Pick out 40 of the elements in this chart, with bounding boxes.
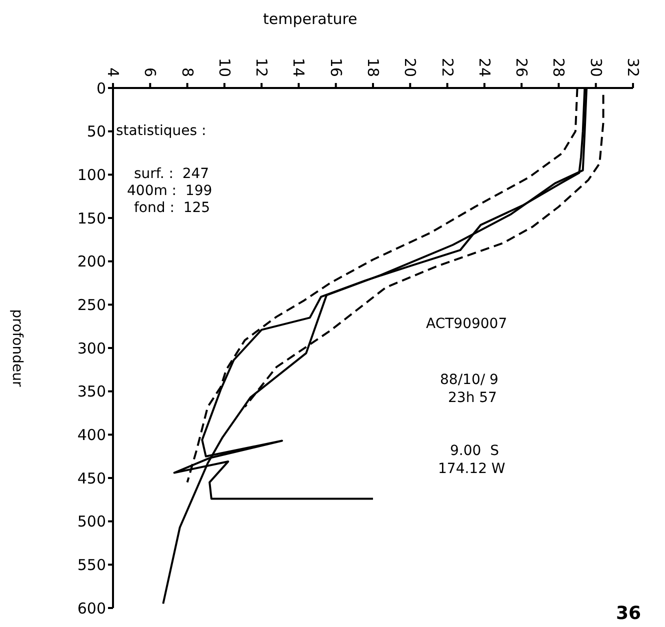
y-tick-label: 300: [77, 339, 106, 358]
y-axis-title: profondeur: [9, 309, 26, 387]
y-tick-label: 150: [77, 209, 106, 228]
y-tick-label: 450: [77, 469, 106, 488]
annotation: surf. : 247: [134, 166, 210, 182]
y-tick-label: 500: [77, 512, 106, 531]
x-tick-label: 26: [512, 58, 531, 77]
annotation: fond : 125: [134, 200, 210, 216]
x-tick-label: 8: [178, 67, 196, 77]
y-tick-label: 550: [77, 556, 106, 574]
x-tick-label: 14: [290, 58, 308, 77]
x-tick-label: 18: [364, 58, 382, 77]
y-tick-label: 200: [77, 252, 106, 271]
x-axis-title: temperature: [263, 10, 358, 28]
y-tick-label: 0: [96, 79, 106, 98]
annotation: statistiques :: [116, 123, 206, 139]
x-tick-label: 32: [624, 58, 642, 77]
x-tick-label: 4: [104, 67, 122, 77]
y-tick-label: 100: [77, 166, 106, 184]
annotation: 174.12 W: [438, 461, 506, 477]
annotation: 23h 57: [448, 390, 497, 406]
x-tick-label: 30: [586, 58, 605, 77]
annotation: 36: [616, 603, 642, 624]
y-tick-label: 250: [77, 296, 106, 314]
annotation: 9.00 S: [450, 443, 499, 459]
y-tick-label: 50: [86, 122, 106, 141]
x-tick-label: 20: [401, 58, 420, 77]
annotation: ACT909007: [426, 316, 508, 332]
annotation: 400m : 199: [127, 183, 212, 199]
x-tick-label: 12: [252, 58, 271, 77]
x-tick-label: 22: [438, 58, 456, 77]
x-tick-label: 10: [215, 58, 234, 77]
x-tick-label: 28: [550, 58, 568, 77]
y-tick-label: 400: [77, 426, 106, 444]
y-tick-label: 600: [77, 599, 106, 618]
x-tick-label: 6: [141, 67, 160, 77]
x-tick-label: 16: [326, 58, 345, 77]
y-tick-label: 350: [77, 382, 106, 401]
annotation: 88/10/ 9: [440, 372, 498, 388]
x-tick-label: 24: [475, 58, 494, 77]
